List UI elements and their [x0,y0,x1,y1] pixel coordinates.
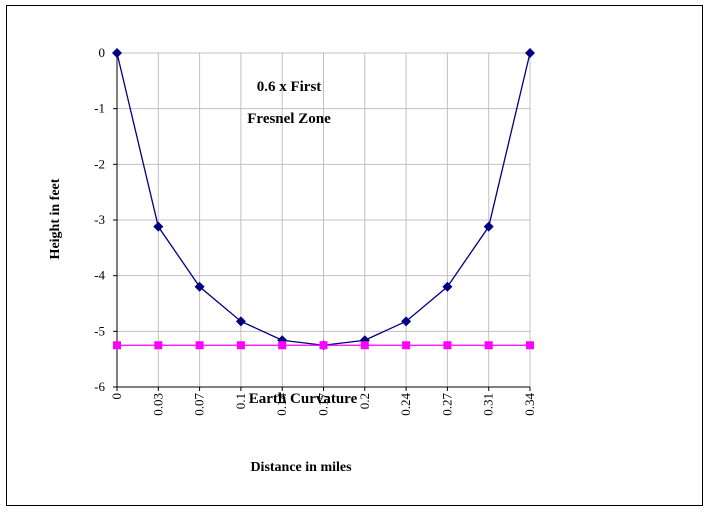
annotation-fresnel-line1: 0.6 x First [257,79,322,95]
series-0-point [194,281,205,292]
annotation-earth-curvature: Earth Curvature [249,391,358,407]
y-tick-label: -6 [94,379,105,394]
series-0-point [525,48,535,58]
x-tick-label: 0.24 [398,393,413,416]
x-axis-title: Distance in miles [250,460,352,475]
x-tick-label: 0.2 [357,393,372,409]
series-1-point [154,341,163,350]
series [112,48,535,351]
y-tick-label: -1 [94,101,105,116]
x-tick-label: 0.31 [481,393,496,416]
series-1-point [319,341,328,350]
x-tick-label: 0.34 [522,393,537,416]
x-tick-label: 0.27 [439,393,454,416]
y-tick-label: -2 [94,156,105,171]
series-0-point [483,221,494,232]
series-0-point [235,316,246,327]
series-1-point [360,341,369,350]
y-tick-label: -5 [94,323,105,338]
x-tick-label: 0.17 [316,393,331,416]
gridlines [117,52,531,387]
x-tick-label: 0.03 [150,393,165,416]
series-1-point [195,341,204,350]
x-tick-label: 0 [109,393,124,400]
series-0-point [442,281,453,292]
series-1-point [113,341,121,350]
x-tick-label: 0.1 [233,393,248,409]
series-1-point [236,341,245,350]
series-1-point [526,341,534,350]
y-tick-label: -3 [94,212,105,227]
series-1-point [278,341,287,350]
series-1-point [443,341,452,350]
series-1-point [402,341,411,350]
chart-frame: 0.6 x First Fresnel Zone Earth Curvature… [6,5,703,506]
series-0-point [112,48,122,58]
y-axis-title: Height in feet [48,178,63,259]
chart: 0.6 x First Fresnel Zone Earth Curvature… [48,45,537,475]
annotation-fresnel-line2: Fresnel Zone [247,111,331,127]
x-tick-label: 0.07 [192,393,207,416]
series-1-point [484,341,493,350]
series-0-point [153,221,164,232]
series-0-point [401,316,412,327]
x-tick-label: 0.14 [274,393,289,416]
labels: 0.6 x First Fresnel Zone Earth Curvature… [48,45,537,475]
y-tick-label: -4 [94,268,105,283]
axes [113,52,531,391]
y-tick-label: 0 [99,45,106,60]
